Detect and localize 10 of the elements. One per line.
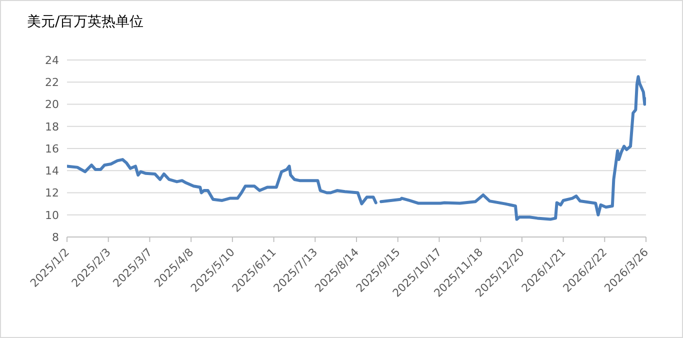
y-tick-label: 22 <box>45 76 59 90</box>
y-tick-label: 18 <box>45 120 59 134</box>
y-tick-label: 12 <box>45 186 59 200</box>
y-tick-label: 10 <box>45 208 59 222</box>
y-tick-label: 24 <box>45 54 59 67</box>
y-tick-label: 8 <box>52 230 59 244</box>
y-tick-label: 14 <box>45 164 59 178</box>
y-axis-title: 美元/百万英热单位 <box>27 13 144 31</box>
y-tick-label: 20 <box>45 98 59 112</box>
y-tick-label: 16 <box>45 142 59 156</box>
